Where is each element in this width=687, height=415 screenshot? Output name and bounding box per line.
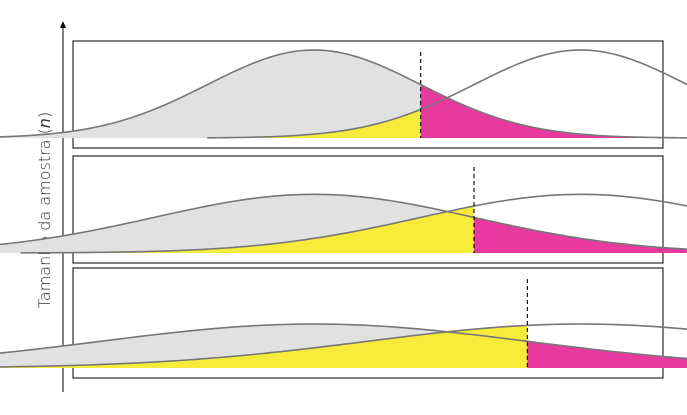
- beta-area: [20, 206, 474, 253]
- panel-1: [0, 40, 687, 149]
- alpha-area: [474, 217, 687, 253]
- null-distribution-curve: [0, 49, 687, 139]
- panel-frame: [72, 267, 664, 379]
- y-axis-arrowhead: [60, 21, 66, 28]
- panel-frame: [72, 40, 664, 149]
- alternative-distribution-curve: [0, 323, 687, 368]
- null-acceptance-area: [0, 50, 421, 138]
- alpha-area: [527, 341, 687, 368]
- alternative-distribution-curve: [207, 49, 687, 139]
- null-distribution-curve: [0, 323, 687, 360]
- panel-frame: [72, 155, 664, 264]
- panel-3: [0, 267, 687, 379]
- panels: [0, 40, 687, 379]
- null-distribution-curve: [0, 193, 687, 250]
- alpha-area: [420, 84, 687, 138]
- y-axis: Tamanho da amostra (n): [35, 21, 66, 392]
- beta-area: [0, 325, 528, 368]
- alternative-distribution-curve: [20, 193, 687, 254]
- beta-area: [207, 109, 421, 138]
- y-axis-label: Tamanho da amostra (n): [35, 112, 54, 308]
- panel-2: [0, 155, 687, 264]
